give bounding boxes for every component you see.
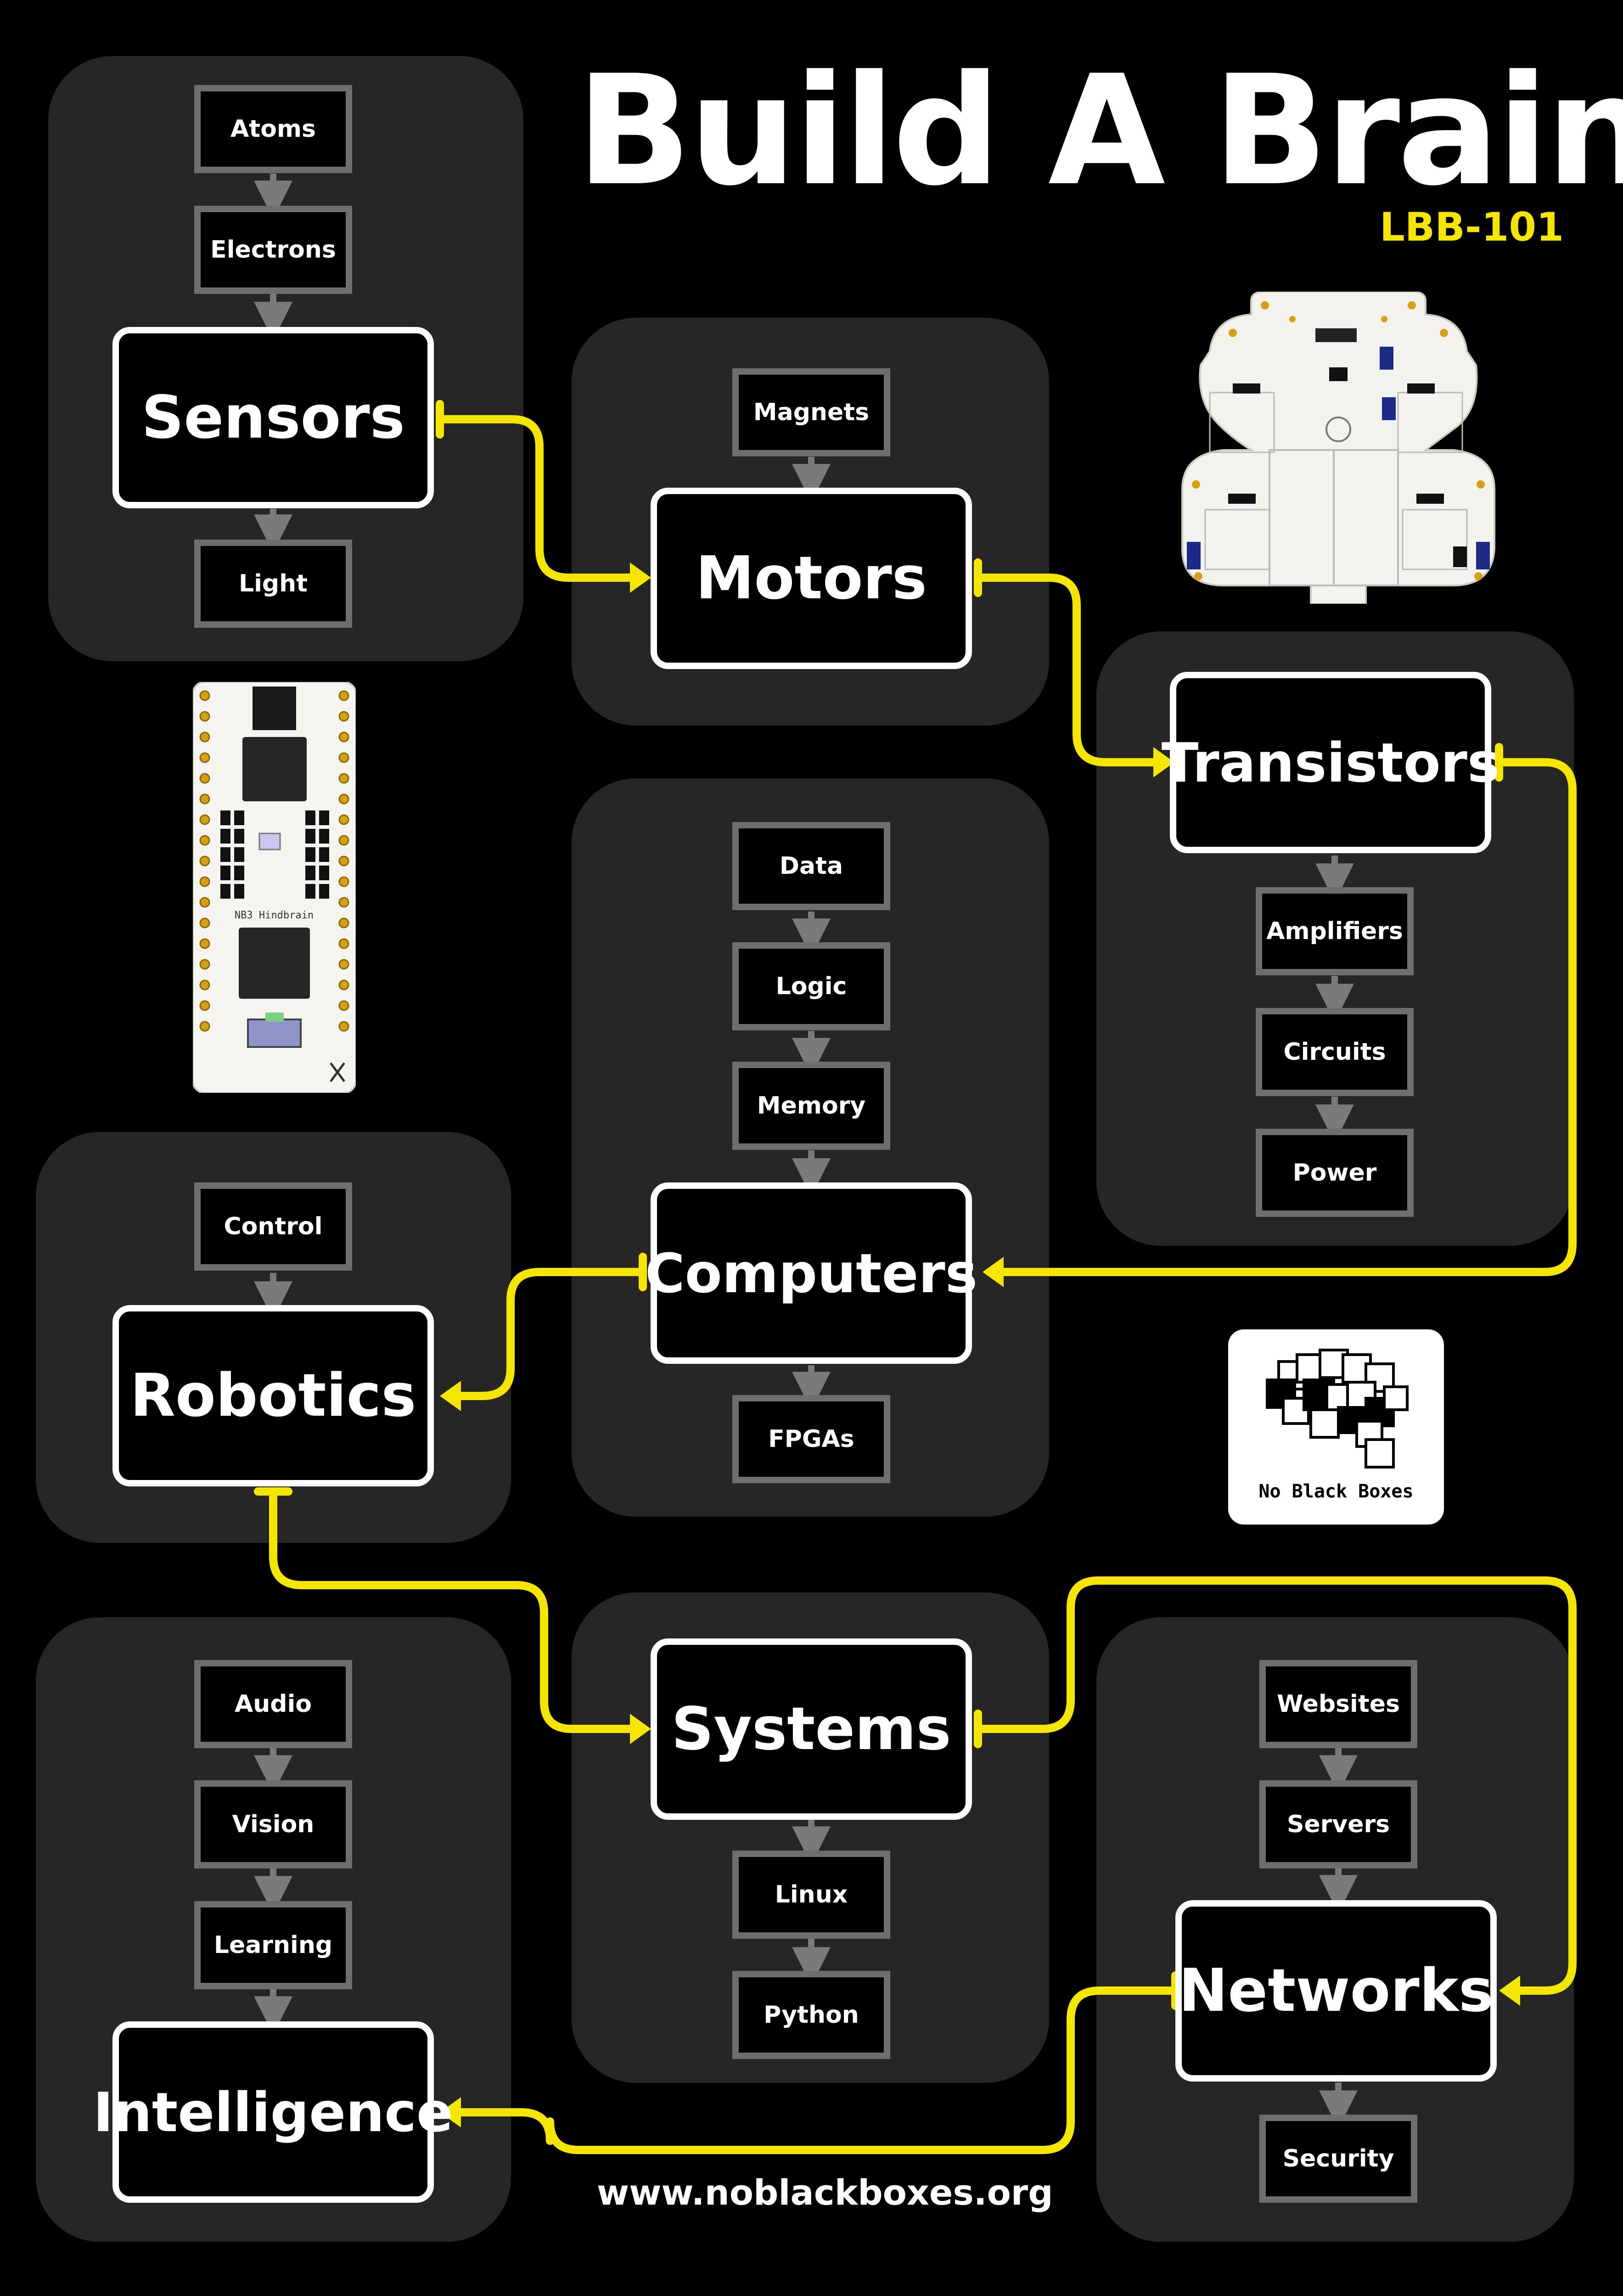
yellow-connectors (269, 415, 1577, 2154)
page-title: Build A Brain (576, 43, 1623, 219)
node-audio: Audio (194, 1660, 352, 1748)
node-atoms: Atoms (194, 85, 352, 173)
node-magnets: Magnets (732, 368, 890, 456)
board-label: NB3 Hindbrain (235, 910, 314, 921)
arrowhead-motors (630, 563, 651, 593)
node-motors: Motors (651, 488, 972, 669)
node-circuits: Circuits (1256, 1008, 1414, 1096)
node-electrons: Electrons (194, 206, 352, 294)
arrowhead-intelligence (440, 2097, 461, 2127)
node-intelligence: Intelligence (93, 2021, 453, 2203)
node-transistors: Transistors (1162, 672, 1499, 853)
node-power: Power (1256, 1129, 1414, 1217)
arrowhead-transistors (1153, 747, 1174, 777)
node-computers: Computers (645, 1182, 977, 1364)
node-linux: Linux (732, 1851, 890, 1939)
hindbrain-board-image: NB3 Hindbrain (193, 682, 356, 1093)
node-fpgas: FPGAs (732, 1395, 890, 1483)
connector-arrowheads (440, 563, 1520, 2127)
node-networks: Networks (1175, 1900, 1497, 2082)
node-sensors: Sensors (112, 327, 434, 508)
brain-squares-icon (1266, 1349, 1409, 1469)
connector-transistors-computers (997, 758, 1577, 1276)
arrowhead-systems (630, 1714, 651, 1744)
node-vision: Vision (194, 1780, 352, 1868)
connector-systems-networks (978, 1576, 1577, 1995)
website-url[interactable]: www.noblackboxes.org (597, 2172, 1053, 2213)
logo-card: No Black Boxes (1228, 1329, 1444, 1525)
node-security: Security (1259, 2115, 1417, 2203)
arrowhead-robotics (440, 1381, 461, 1411)
course-code: LBB-101 (1380, 204, 1564, 250)
node-control: Control (194, 1182, 352, 1271)
logo-text: No Black Boxes (1258, 1481, 1414, 1502)
node-robotics: Robotics (112, 1305, 434, 1486)
connector-robotics-systems (269, 1488, 638, 1733)
node-data: Data (732, 822, 890, 910)
node-memory: Memory (732, 1062, 890, 1150)
arrowhead-computers (983, 1257, 1004, 1287)
connector-motors-transistors (978, 574, 1162, 766)
node-amplifiers: Amplifiers (1256, 887, 1414, 975)
connector-computers-robotics (455, 1268, 643, 1400)
connector-networks-intelligence (455, 1986, 1175, 2154)
robot-board-image (1181, 292, 1495, 604)
connector-sensors-motors (440, 415, 638, 582)
arrowhead-networks (1499, 1975, 1520, 2006)
node-python: Python (732, 1971, 890, 2059)
sub-arrows (254, 174, 1358, 2129)
node-logic: Logic (732, 942, 890, 1030)
node-systems: Systems (651, 1638, 972, 1820)
node-learning: Learning (194, 1901, 352, 1989)
node-websites: Websites (1259, 1660, 1417, 1748)
node-light: Light (194, 540, 352, 628)
node-servers: Servers (1259, 1780, 1417, 1868)
